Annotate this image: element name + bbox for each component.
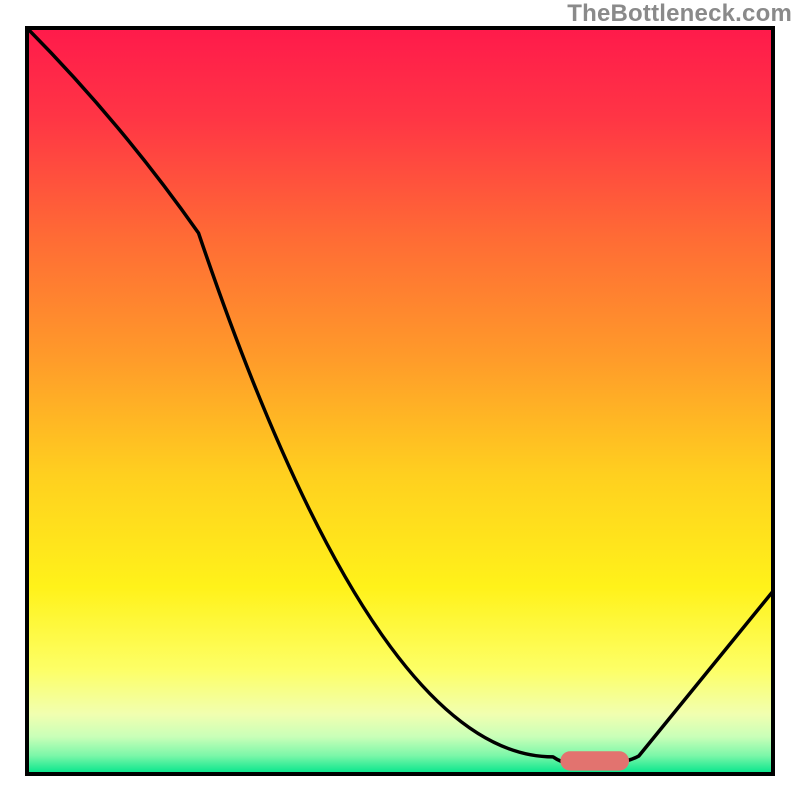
- watermark-text: TheBottleneck.com: [567, 0, 792, 28]
- chart-container: TheBottleneck.com: [0, 0, 800, 800]
- bottleneck-chart: [0, 0, 800, 800]
- valley-marker: [560, 751, 629, 770]
- plot-background: [27, 28, 773, 774]
